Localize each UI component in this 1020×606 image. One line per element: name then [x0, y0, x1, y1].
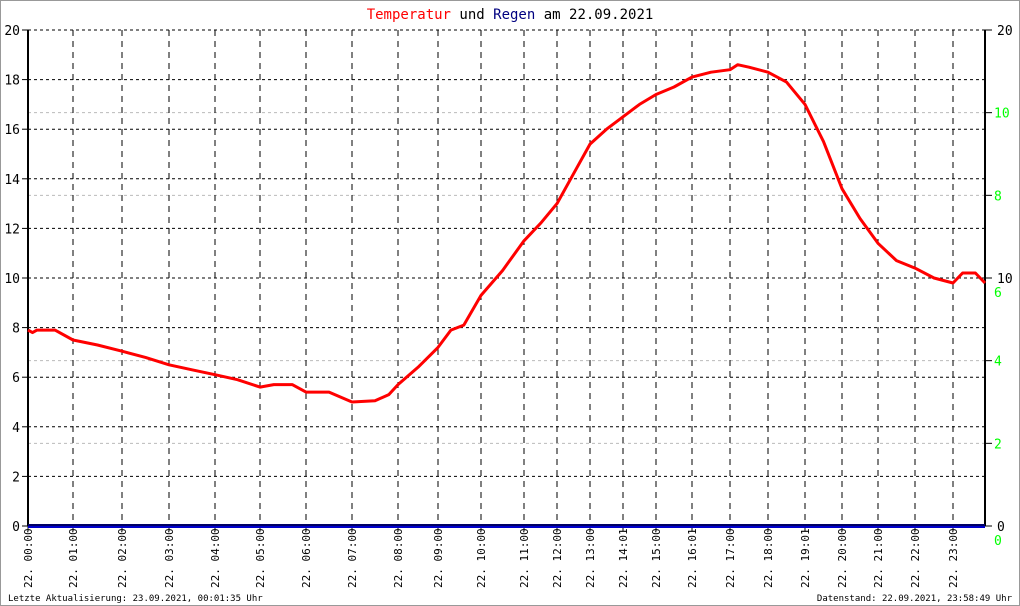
x-tick-label: 22. 18:00 — [762, 528, 775, 588]
x-tick-label: 22. 06:00 — [300, 528, 313, 588]
x-tick-label: 22. 16:01 — [686, 528, 699, 588]
x-tick-label: 22. 22:00 — [909, 528, 922, 588]
left-tick-label: 2 — [12, 470, 20, 485]
x-tick-label: 22. 21:00 — [872, 528, 885, 588]
footer-last-update: Letzte Aktualisierung: 23.09.2021, 00:01… — [8, 594, 263, 604]
left-tick-label: 20 — [4, 24, 20, 39]
right-tick-label: 10 — [997, 272, 1013, 287]
x-tick-label: 22. 20:00 — [836, 528, 849, 588]
x-tick-label: 22. 09:00 — [432, 528, 445, 588]
left-tick-label: 0 — [12, 520, 20, 535]
x-tick-label: 22. 17:00 — [724, 528, 737, 588]
x-tick-label: 22. 23:00 — [947, 528, 960, 588]
right-tick-label-green: 0 — [994, 534, 1002, 549]
title-part-2: Regen — [493, 7, 535, 23]
left-tick-label: 8 — [12, 322, 20, 337]
left-tick-label: 10 — [4, 272, 20, 287]
left-tick-label: 4 — [12, 421, 20, 436]
x-tick-label: 22. 08:00 — [392, 528, 405, 588]
left-tick-label: 14 — [4, 173, 20, 188]
right-tick-label: 20 — [997, 24, 1013, 39]
right-tick-label-green: 2 — [994, 437, 1002, 452]
series-temperatur — [27, 63, 987, 404]
title-part-1: und — [451, 7, 493, 23]
x-tick-label: 22. 02:00 — [116, 528, 129, 588]
x-tick-label: 22. 05:00 — [254, 528, 267, 588]
x-tick-label: 22. 10:00 — [475, 528, 488, 588]
title-part-0: Temperatur — [367, 7, 451, 23]
x-tick-label: 22. 03:00 — [163, 528, 176, 588]
right-tick-label-green: 6 — [994, 286, 1002, 301]
x-tick-label: 22. 00:00 — [22, 528, 35, 588]
left-tick-label: 18 — [4, 74, 20, 89]
x-tick-label: 22. 15:00 — [650, 528, 663, 588]
chart-title: Temperatur und Regen am 22.09.2021 — [367, 7, 654, 23]
x-tick-label: 22. 07:00 — [346, 528, 359, 588]
right-tick-label-green: 4 — [994, 355, 1002, 370]
right-tick-label-green: 8 — [994, 189, 1002, 204]
left-tick-label: 6 — [12, 371, 20, 386]
x-tick-label: 22. 12:00 — [551, 528, 564, 588]
title-part-3: am 22.09.2021 — [535, 7, 653, 23]
x-tick-label: 22. 13:00 — [584, 528, 597, 588]
left-tick-label: 16 — [4, 123, 20, 138]
x-tick-label: 22. 11:00 — [518, 528, 531, 588]
x-tick-label: 22. 04:00 — [209, 528, 222, 588]
right-tick-label-green: 10 — [994, 107, 1010, 122]
x-tick-label: 22. 01:00 — [67, 528, 80, 588]
footer-data-timestamp: Datenstand: 22.09.2021, 23:58:49 Uhr — [817, 594, 1013, 604]
left-tick-label: 12 — [4, 222, 20, 237]
right-tick-label: 0 — [997, 520, 1005, 535]
x-tick-label: 22. 19:01 — [799, 528, 812, 588]
x-tick-label: 22. 14:01 — [617, 528, 630, 588]
